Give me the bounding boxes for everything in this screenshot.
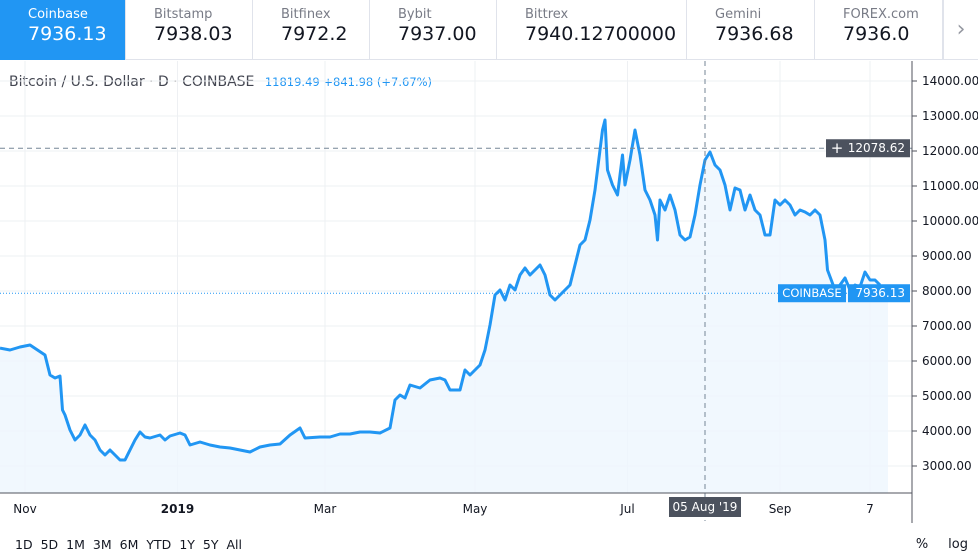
tab-name: Bitfinex bbox=[281, 7, 331, 22]
tab-bitfinex[interactable]: Bitfinex 7972.2 bbox=[253, 0, 370, 60]
range-5d[interactable]: 5D bbox=[40, 536, 59, 552]
y-tick-label: 7000.00 bbox=[922, 319, 972, 333]
interval[interactable]: D bbox=[157, 74, 169, 90]
range-ytd[interactable]: YTD bbox=[146, 536, 172, 552]
tab-bittrex[interactable]: Bittrex 7940.12700000 bbox=[497, 0, 687, 60]
y-tick-label: 5000.00 bbox=[922, 389, 972, 403]
tab-name: FOREX.com bbox=[843, 7, 919, 22]
crosshair-date-label: 05 Aug '19 bbox=[673, 500, 738, 514]
tab-name: Bybit bbox=[398, 7, 432, 22]
tab-name: Coinbase bbox=[28, 7, 88, 22]
tab-name: Gemini bbox=[715, 7, 762, 22]
x-tick-label: 7 bbox=[866, 502, 874, 516]
range-1y[interactable]: 1Y bbox=[179, 536, 195, 552]
last-price-badge bbox=[848, 284, 910, 303]
range-5y[interactable]: 5Y bbox=[202, 536, 219, 552]
last-price-exchange: COINBASE bbox=[782, 286, 841, 300]
tab-price: 7938.03 bbox=[154, 23, 233, 45]
tab-coinbase[interactable]: Coinbase 7936.13 bbox=[0, 0, 126, 60]
y-tick-label: 11000.00 bbox=[922, 179, 978, 193]
range-6m[interactable]: 6M bbox=[119, 536, 139, 552]
scale-options: % log bbox=[916, 537, 968, 552]
price-area-fill bbox=[0, 120, 888, 493]
tab-price: 7936.13 bbox=[28, 23, 107, 45]
y-tick-label: 3000.00 bbox=[922, 459, 972, 473]
price-line bbox=[0, 118, 882, 462]
tab-price: 7940.12700000 bbox=[525, 23, 677, 45]
crosshair-plus-icon: + bbox=[831, 139, 844, 157]
exchange-name: COINBASE bbox=[182, 74, 255, 90]
range-1d[interactable]: 1D bbox=[15, 536, 33, 552]
y-tick-label: 10000.00 bbox=[922, 214, 978, 228]
range-3m[interactable]: 3M bbox=[92, 536, 112, 552]
bottom-toolbar: 1D 5D 1M 3M 6M YTD 1Y 5Y All% log bbox=[0, 530, 978, 558]
crosshair-date-badge bbox=[669, 497, 741, 517]
x-tick-label: May bbox=[463, 502, 488, 516]
tab-gemini[interactable]: Gemini 7936.68 bbox=[687, 0, 815, 60]
y-tick-label: 14000.00 bbox=[922, 74, 978, 88]
tab-name: Bitstamp bbox=[154, 7, 213, 22]
y-tick-label: 12000.00 bbox=[922, 144, 978, 158]
x-tick-label: 2019 bbox=[161, 502, 194, 516]
chart-legend: Bitcoin / U.S. Dollar · D · COINBASE 118… bbox=[9, 74, 432, 90]
price-chart[interactable]: 3000.00 4000.00 5000.00 6000.00 7000.00 8000.… bbox=[0, 61, 978, 530]
range-1m[interactable]: 1M bbox=[66, 536, 85, 552]
tab-price: 7937.00 bbox=[398, 23, 477, 45]
y-tick-label: 6000.00 bbox=[922, 354, 972, 368]
y-tick-label: 9000.00 bbox=[922, 249, 972, 263]
legend-separator: · bbox=[149, 74, 154, 90]
y-tick-label: 8000.00 bbox=[922, 284, 972, 298]
crosshair-price-label: 12078.62 bbox=[848, 141, 905, 155]
crosshair-price-badge bbox=[826, 139, 910, 158]
tab-price: 7936.68 bbox=[715, 23, 794, 45]
x-tick-label: Nov bbox=[13, 502, 36, 516]
symbol-title: Bitcoin / U.S. Dollar bbox=[9, 74, 145, 90]
range-all[interactable]: All bbox=[226, 536, 243, 552]
tab-name: Bittrex bbox=[525, 7, 569, 22]
tab-bybit[interactable]: Bybit 7937.00 bbox=[370, 0, 497, 60]
quote-values: 11819.49 +841.98 (+7.67%) bbox=[264, 75, 433, 89]
chevron-right-icon[interactable]: › bbox=[943, 0, 978, 59]
scale-log[interactable]: log bbox=[948, 536, 968, 552]
legend-separator: · bbox=[173, 74, 178, 90]
exchange-tabs: Coinbase 7936.13 Bitstamp 7938.03 Bitfinex 79… bbox=[0, 0, 978, 60]
x-tick-label: Jul bbox=[619, 502, 634, 516]
x-tick-label: Mar bbox=[314, 502, 337, 516]
tab-forexcom[interactable]: FOREX.com 7936.0 bbox=[815, 0, 943, 60]
y-tick-label: 13000.00 bbox=[922, 109, 978, 123]
last-price-value: 7936.13 bbox=[855, 286, 905, 300]
scale-percent[interactable]: % bbox=[915, 536, 929, 552]
y-tick-label: 4000.00 bbox=[922, 424, 972, 438]
tab-price: 7936.0 bbox=[843, 23, 910, 45]
tab-bitstamp[interactable]: Bitstamp 7938.03 bbox=[126, 0, 253, 60]
last-price-exchange-badge bbox=[778, 284, 846, 303]
tab-price: 7972.2 bbox=[281, 23, 348, 45]
x-tick-label: Sep bbox=[769, 502, 792, 516]
